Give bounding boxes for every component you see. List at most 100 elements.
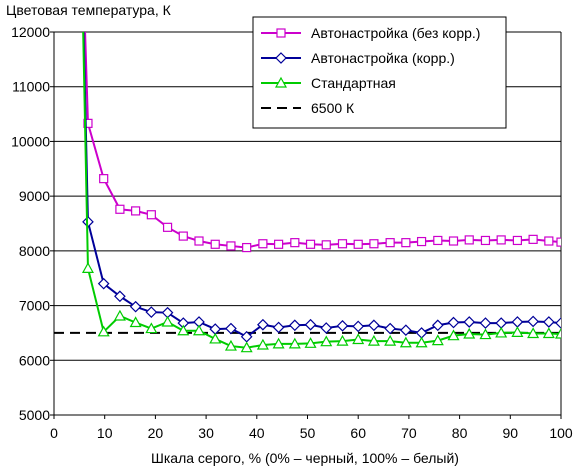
- data-point: [81, 262, 94, 273]
- data-point: [304, 318, 317, 331]
- data-point: [177, 324, 190, 336]
- data-point: [305, 239, 316, 249]
- data-point: [479, 317, 492, 329]
- data-point: [97, 325, 110, 337]
- data-point: [415, 336, 428, 348]
- data-point: [544, 236, 554, 246]
- data-point: [320, 335, 333, 347]
- data-point: [463, 327, 476, 339]
- x-tick-label: 70: [401, 425, 417, 441]
- data-point: [385, 238, 395, 248]
- x-tick-label: 60: [350, 425, 366, 441]
- data-point: [129, 316, 142, 328]
- data-point: [129, 300, 142, 313]
- data-point: [192, 324, 206, 336]
- data-point: [431, 319, 444, 332]
- data-point: [554, 327, 561, 339]
- data-point: [369, 239, 379, 249]
- data-point: [224, 339, 237, 351]
- data-point: [258, 239, 268, 249]
- data-point: [448, 236, 459, 246]
- data-point: [99, 174, 109, 184]
- legend-label: Стандартная: [311, 75, 396, 91]
- data-point: [512, 235, 522, 246]
- x-tick-label: 40: [249, 425, 265, 441]
- data-point: [304, 337, 317, 348]
- legend-box: [252, 16, 507, 129]
- data-point: [416, 236, 427, 247]
- series-2: [81, 32, 561, 353]
- data-point: [401, 238, 411, 248]
- x-tick-label: 30: [198, 425, 214, 441]
- data-point: [290, 238, 300, 248]
- data-point: [146, 210, 156, 220]
- data-point: [336, 334, 349, 346]
- data-point: [145, 322, 158, 334]
- tick-labels: 5000 6000 7000 8000 9000 10000 11000 12000 0 10 20…: [11, 24, 573, 441]
- y-axis-title: Цветовая температура, К: [6, 2, 172, 18]
- data-point: [527, 327, 540, 339]
- data-point: [114, 290, 126, 303]
- y-tick-label: 11000: [12, 79, 50, 95]
- data-point: [274, 239, 284, 249]
- data-point: [256, 338, 269, 350]
- data-point: [433, 235, 443, 246]
- data-point: [162, 222, 173, 232]
- data-point: [272, 321, 285, 334]
- data-point: [542, 327, 555, 339]
- data-point: [464, 235, 474, 245]
- data-point: [368, 319, 380, 332]
- data-point: [384, 322, 396, 335]
- data-point: [431, 334, 444, 346]
- series-layer: [54, 32, 561, 353]
- data-point: [288, 319, 301, 332]
- y-tick-label: 7000: [19, 298, 50, 314]
- y-tick-label: 6000: [19, 352, 50, 368]
- data-point: [131, 206, 141, 216]
- x-tick-label: 50: [300, 425, 316, 441]
- y-tick-label: 8000: [19, 243, 50, 259]
- data-point: [415, 327, 428, 339]
- data-point: [257, 318, 269, 331]
- data-point: [495, 326, 508, 338]
- data-point: [320, 322, 333, 334]
- data-point: [83, 118, 93, 128]
- data-point: [463, 316, 476, 328]
- data-point: [367, 334, 380, 346]
- x-axis-title: Шкала серого, % (0% – черный, 100% – бел…: [151, 450, 459, 466]
- y-tick-label: 12000: [11, 24, 50, 40]
- data-point: [528, 234, 538, 244]
- legend-label: Автонастройка (корр.): [311, 50, 455, 66]
- data-point: [542, 316, 555, 328]
- y-tick-label: 5000: [19, 407, 50, 423]
- legend-swatch-marker: [275, 52, 287, 64]
- data-point: [242, 242, 252, 253]
- axes: [50, 31, 562, 419]
- data-point: [352, 333, 365, 345]
- x-tick-label: 0: [50, 425, 58, 441]
- data-point: [226, 241, 236, 251]
- data-point: [161, 315, 174, 327]
- data-point: [336, 319, 349, 332]
- data-point: [496, 235, 506, 245]
- y-tick-label: 10000: [11, 133, 50, 149]
- legend-label: 6500 К: [311, 100, 355, 116]
- data-point: [384, 334, 397, 346]
- data-point: [447, 329, 460, 341]
- data-point: [178, 231, 188, 241]
- data-point: [272, 337, 285, 349]
- series-1: [82, 32, 561, 343]
- data-point: [194, 236, 204, 246]
- data-point: [511, 326, 524, 337]
- data-point: [495, 317, 508, 329]
- data-point: [113, 309, 126, 321]
- data-point: [240, 341, 253, 353]
- legend-swatch-marker: [276, 28, 286, 38]
- data-point: [555, 317, 561, 329]
- legend-label: Автонастройка (без корр.): [311, 25, 480, 41]
- data-point: [479, 328, 492, 340]
- legend: Автонастройка (без корр.) Автонастройка (…: [252, 16, 507, 129]
- x-tick-label: 10: [97, 425, 113, 441]
- data-point: [480, 235, 491, 246]
